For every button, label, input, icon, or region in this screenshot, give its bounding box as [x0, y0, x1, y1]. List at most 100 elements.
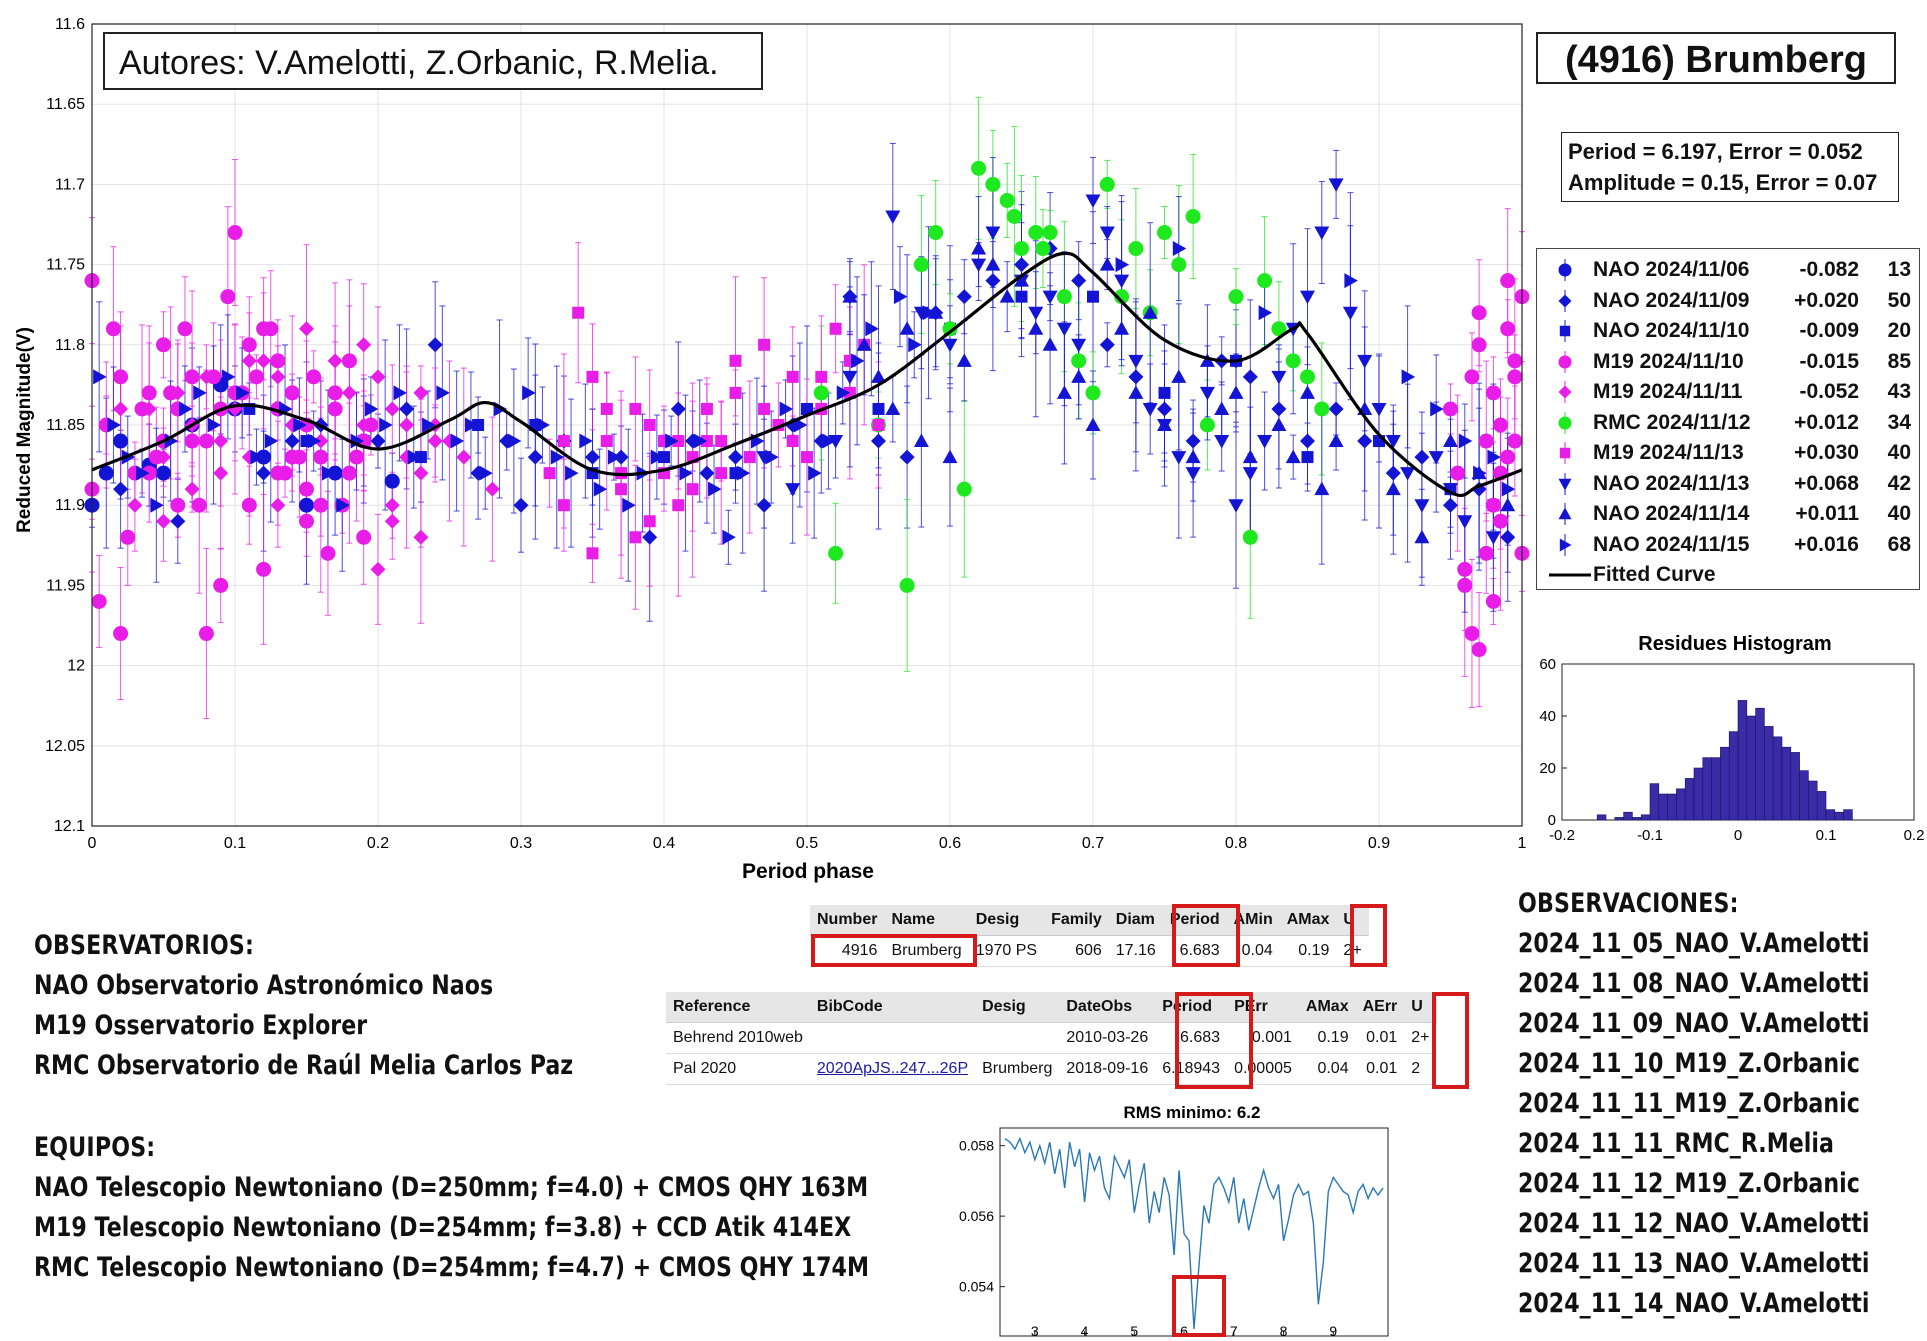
summary-header-cell-2: Desig — [968, 905, 1045, 936]
data-point — [971, 258, 987, 273]
histogram-bar — [1693, 767, 1704, 821]
data-point — [270, 369, 286, 385]
data-point — [899, 321, 915, 335]
data-point — [779, 401, 794, 417]
legend-offset: +0.016 — [1794, 532, 1859, 556]
legend-marker — [1558, 259, 1572, 281]
y-tick-label: 20 — [1539, 760, 1556, 777]
data-point — [370, 369, 386, 385]
data-point — [1507, 369, 1523, 385]
data-point — [299, 481, 314, 497]
legend-symbol — [1559, 447, 1571, 459]
authors-text: Autores: V.Amelotti, Z.Orbanic, R.Melia. — [119, 44, 719, 82]
legend-series-name: NAO 2024/11/06 — [1593, 258, 1750, 281]
summary-header-cell-6: AMin — [1226, 905, 1280, 936]
reference-header-cell-7: AErr — [1355, 992, 1405, 1023]
histogram-bar — [1676, 788, 1686, 821]
data-point — [256, 561, 272, 577]
legend-marker — [1559, 442, 1571, 464]
data-point — [1199, 386, 1215, 401]
data-point — [842, 370, 858, 385]
data-point — [1114, 321, 1130, 335]
data-point — [1385, 481, 1401, 496]
data-point — [1271, 370, 1287, 385]
data-point — [336, 497, 350, 513]
data-point — [241, 353, 257, 369]
lightcurve-legend: NAO 2024/11/06 -0.082 13 NAO 2024/11/09 +0.0… — [1536, 248, 1920, 590]
y-tick-label: 11.8 — [55, 337, 85, 354]
legend-entry: M19 2024/11/11 -0.052 43 — [1537, 377, 1921, 407]
data-point — [557, 499, 570, 512]
data-point — [1487, 449, 1501, 465]
data-point — [1314, 481, 1330, 496]
authors-box: Autores: V.Amelotti, Z.Orbanic, R.Melia. — [103, 32, 763, 90]
data-point — [479, 465, 493, 481]
legend-entry: NAO 2024/11/15 +0.016 68 — [1537, 530, 1921, 560]
data-point — [1228, 289, 1244, 305]
data-point — [851, 353, 865, 369]
lcdb-references-body: Behrend 2010web 2010-03-26 6.683 0.001 0.19 0… — [666, 1022, 1437, 1085]
x-tick-label: 0.5 — [796, 835, 818, 852]
lcdb-references-header-row: Reference BibCode Desig DateObs Period PErr AM… — [666, 992, 1437, 1023]
summary-cell-4: 17.16 — [1108, 935, 1163, 967]
x-tick-label: 0 — [88, 835, 97, 852]
data-point — [341, 385, 357, 401]
x-tick-label: 4 — [1081, 1323, 1089, 1339]
data-point — [107, 417, 121, 433]
data-point — [643, 419, 656, 431]
data-point — [550, 449, 565, 465]
data-point — [971, 241, 987, 255]
data-point — [399, 401, 415, 417]
observacion-line: 2024_11_09_NAO_V.Amelotti — [1518, 1008, 1870, 1039]
observatorio-line: RMC Observatorio de Raúl Melia Carlos Pa… — [34, 1050, 574, 1081]
data-point — [956, 289, 972, 305]
reference-cell-2: Brumberg — [975, 1053, 1060, 1085]
histogram-bar — [1834, 811, 1844, 821]
histogram-bar — [1667, 793, 1677, 821]
histogram-bar — [1799, 770, 1809, 821]
data-point — [127, 497, 143, 513]
data-point — [593, 481, 608, 497]
data-point — [113, 481, 129, 497]
data-point — [928, 305, 944, 319]
data-point — [356, 417, 372, 433]
data-point — [1478, 545, 1494, 561]
data-point — [1157, 401, 1172, 417]
data-point — [150, 497, 164, 513]
data-point — [1430, 401, 1444, 417]
data-point — [1056, 385, 1072, 399]
data-point — [1500, 273, 1516, 289]
reference-cell-5: 0.001 — [1227, 1022, 1299, 1054]
data-point — [1500, 449, 1516, 465]
data-point — [1056, 322, 1072, 337]
data-point — [1214, 401, 1230, 415]
data-point — [113, 401, 129, 417]
reference-cell-1[interactable]: 2020ApJS..247...26P — [809, 1053, 976, 1085]
reference-cell-4: 6.683 — [1155, 1022, 1228, 1054]
data-point — [1285, 449, 1301, 464]
period-result-box: Period = 6.197, Error = 0.052 Amplitude … — [1561, 132, 1899, 202]
data-point — [527, 449, 543, 465]
histogram-bar — [1649, 783, 1660, 821]
legend-entry: NAO 2024/11/14 +0.011 40 — [1537, 499, 1921, 529]
legend-symbol — [1558, 355, 1572, 368]
equipo-line: M19 Telescopio Newtoniano (D=254mm; f=3.… — [34, 1212, 852, 1243]
data-point — [384, 473, 400, 489]
data-point — [1344, 273, 1358, 289]
data-point — [536, 417, 550, 433]
data-point — [1450, 465, 1466, 481]
data-point — [758, 402, 771, 415]
data-point — [586, 547, 599, 560]
x-tick-label: 0.9 — [1368, 835, 1390, 852]
histogram-bar — [1640, 814, 1651, 821]
equipos-heading: EQUIPOS: — [34, 1132, 156, 1163]
data-point — [220, 289, 236, 305]
data-point — [1085, 385, 1101, 401]
legend-series-name: M19 2024/11/10 — [1593, 349, 1744, 373]
data-point — [1199, 353, 1215, 367]
x-tick-label: 6 — [1180, 1323, 1188, 1339]
data-point — [1471, 305, 1487, 321]
lightcurve-points — [84, 160, 1530, 658]
data-point — [198, 433, 214, 449]
data-point — [572, 306, 585, 319]
